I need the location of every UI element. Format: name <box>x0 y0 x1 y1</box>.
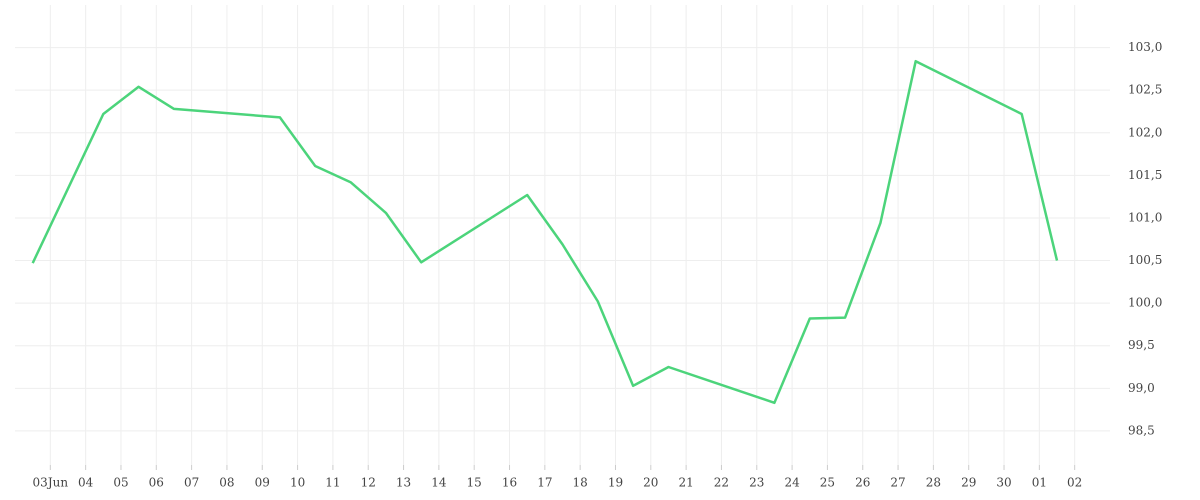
x-tick-label: 06 <box>149 476 164 490</box>
x-tick-label: 16 <box>502 476 517 490</box>
x-tick-label: 03Jun <box>33 476 69 490</box>
x-tick-label: 21 <box>678 476 693 490</box>
x-tick-label: 23 <box>749 476 764 490</box>
x-tick-label: 08 <box>219 476 234 490</box>
x-tick-label: 07 <box>184 476 199 490</box>
x-tick-label: 09 <box>255 476 270 490</box>
y-tick-label: 99,5 <box>1128 338 1155 352</box>
x-tick-label: 05 <box>113 476 128 490</box>
x-tick-label: 25 <box>820 476 835 490</box>
x-tick-label: 18 <box>573 476 588 490</box>
x-tick-label: 28 <box>926 476 941 490</box>
x-tick-label: 19 <box>608 476 623 490</box>
y-tick-label: 101,5 <box>1128 168 1162 182</box>
y-tick-label: 102,5 <box>1128 83 1162 97</box>
x-tick-label: 10 <box>290 476 305 490</box>
x-tick-label: 02 <box>1067 476 1082 490</box>
x-tick-label: 13 <box>396 476 411 490</box>
y-tick-label: 101,0 <box>1128 210 1162 224</box>
x-tick-label: 29 <box>961 476 976 490</box>
y-tick-label: 99,0 <box>1128 381 1155 395</box>
x-tick-label: 15 <box>467 476 482 490</box>
x-tick-label: 26 <box>855 476 870 490</box>
y-tick-label: 100,0 <box>1128 296 1162 310</box>
x-tick-label: 14 <box>431 476 447 490</box>
y-tick-label: 100,5 <box>1128 253 1162 267</box>
x-tick-label: 04 <box>78 476 94 490</box>
x-tick-label: 17 <box>537 476 552 490</box>
y-tick-label: 98,5 <box>1128 423 1155 437</box>
x-tick-label: 30 <box>996 476 1011 490</box>
y-tick-label: 102,0 <box>1128 125 1162 139</box>
y-tick-label: 103,0 <box>1128 40 1162 54</box>
x-tick-label: 12 <box>361 476 376 490</box>
x-tick-label: 27 <box>890 476 905 490</box>
data-line <box>31 59 1059 405</box>
x-tick-label: 20 <box>643 476 658 490</box>
x-tick-label: 01 <box>1032 476 1047 490</box>
x-tick-label: 11 <box>325 476 340 490</box>
x-tick-label: 22 <box>714 476 729 490</box>
x-tick-label: 24 <box>784 476 800 490</box>
